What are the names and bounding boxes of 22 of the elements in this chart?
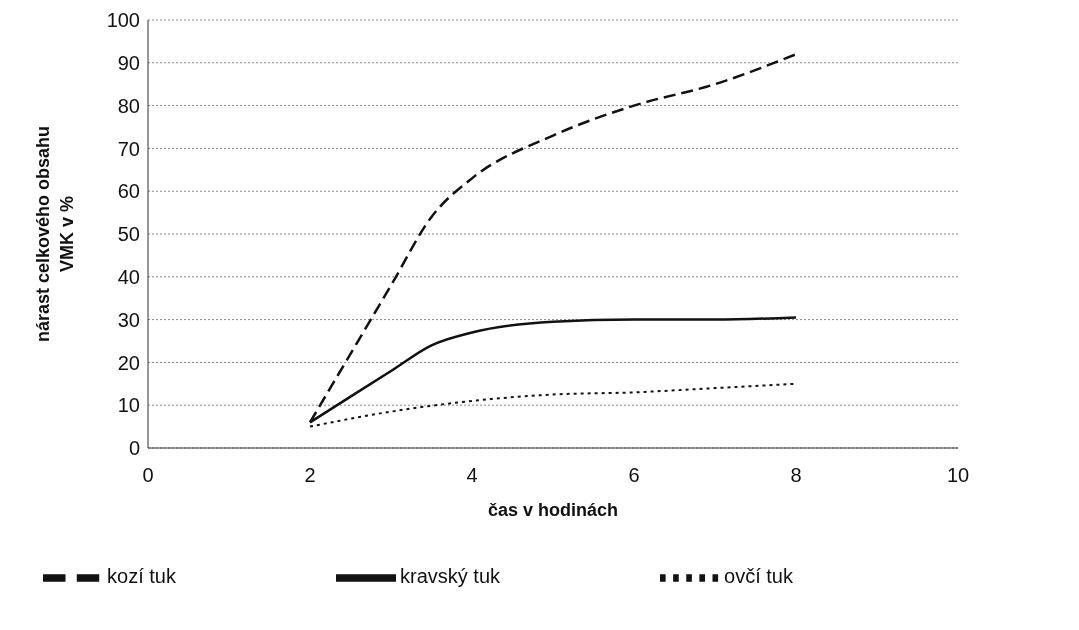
y-tick-label: 90: [117, 51, 140, 74]
y-tick-label: 100: [106, 9, 140, 32]
x-tick-label: 2: [304, 464, 316, 487]
y-axis-title: nárast celkového obsahu VMK v %: [33, 125, 77, 343]
y-tick-label: 60: [117, 180, 140, 203]
y-tick-label: 30: [117, 308, 140, 331]
x-tick-label: 10: [946, 464, 970, 487]
x-tick-label: 0: [142, 464, 154, 487]
x-tick-label: 4: [466, 464, 478, 487]
y-tick-label: 70: [117, 137, 140, 160]
y-tick-label: 40: [117, 265, 140, 288]
x-tick-label: 6: [628, 464, 640, 487]
legend-label: kravský tuk: [399, 565, 501, 588]
x-axis-title: čas v hodinách: [487, 500, 619, 520]
y-tick-label: 0: [128, 437, 140, 460]
y-tick-label: 10: [117, 394, 140, 417]
legend-label: ovčí tuk: [724, 565, 793, 588]
x-tick-label: 8: [790, 464, 802, 487]
y-tick-label: 80: [117, 94, 140, 117]
y-tick-label: 50: [117, 223, 140, 246]
y-tick-label: 20: [117, 351, 140, 374]
legend-label: kozí tuk: [107, 565, 176, 588]
